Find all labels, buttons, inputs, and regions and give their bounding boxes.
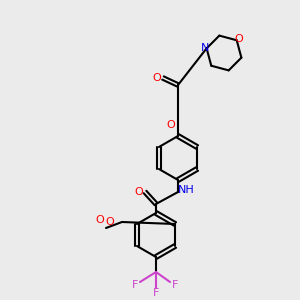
Text: O: O [96,215,104,225]
Text: N: N [200,43,209,53]
Text: O: O [167,120,176,130]
Text: O: O [135,187,143,197]
Text: O: O [153,73,161,83]
Text: O: O [106,217,114,227]
Text: F: F [172,280,178,290]
Text: F: F [153,288,159,298]
Text: F: F [132,280,138,290]
Text: O: O [234,34,243,44]
Text: NH: NH [178,185,194,195]
